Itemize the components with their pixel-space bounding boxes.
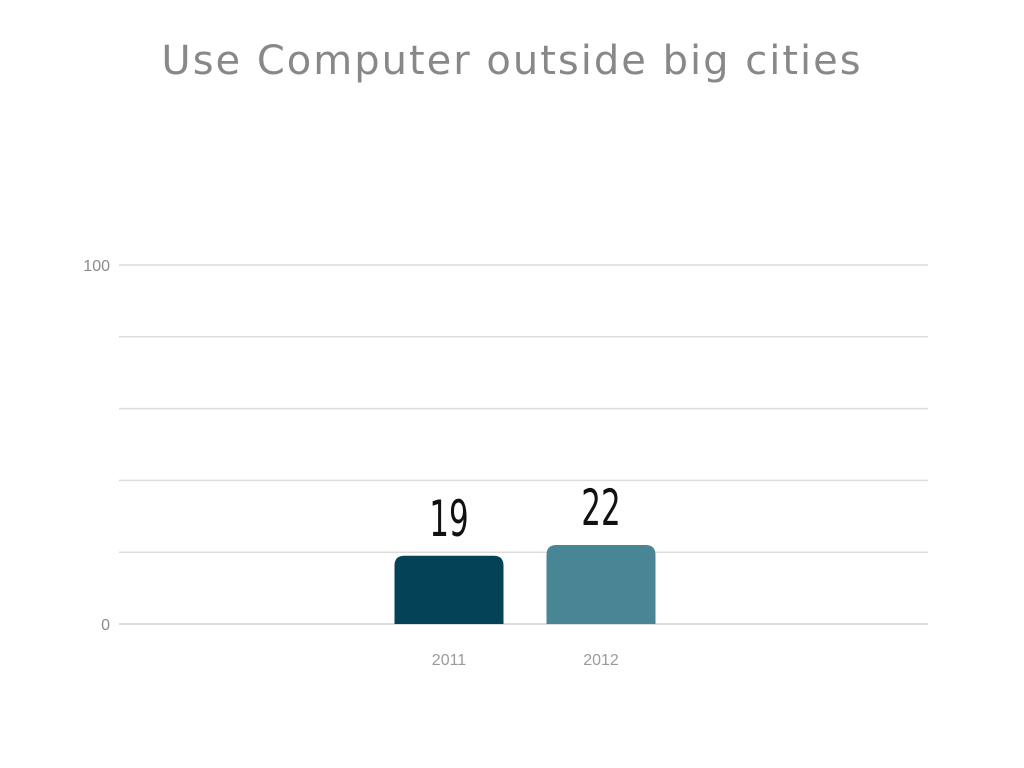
data-label-2012: 22 — [581, 478, 620, 537]
bar-2011 — [394, 555, 504, 624]
bars — [394, 545, 656, 624]
x-tick-label-2012: 2012 — [583, 652, 619, 669]
chart-title: Use Computer outside big cities — [161, 38, 863, 84]
bar-2012 — [546, 545, 656, 624]
y-tick-label: 0 — [101, 617, 110, 634]
y-tick-label: 100 — [83, 258, 110, 275]
x-tick-label-2011: 2011 — [432, 652, 467, 669]
axis-labels: 0 100 19 2011 22 2012 — [83, 258, 620, 669]
gridlines — [119, 264, 928, 625]
data-label-2011: 19 — [429, 489, 468, 548]
